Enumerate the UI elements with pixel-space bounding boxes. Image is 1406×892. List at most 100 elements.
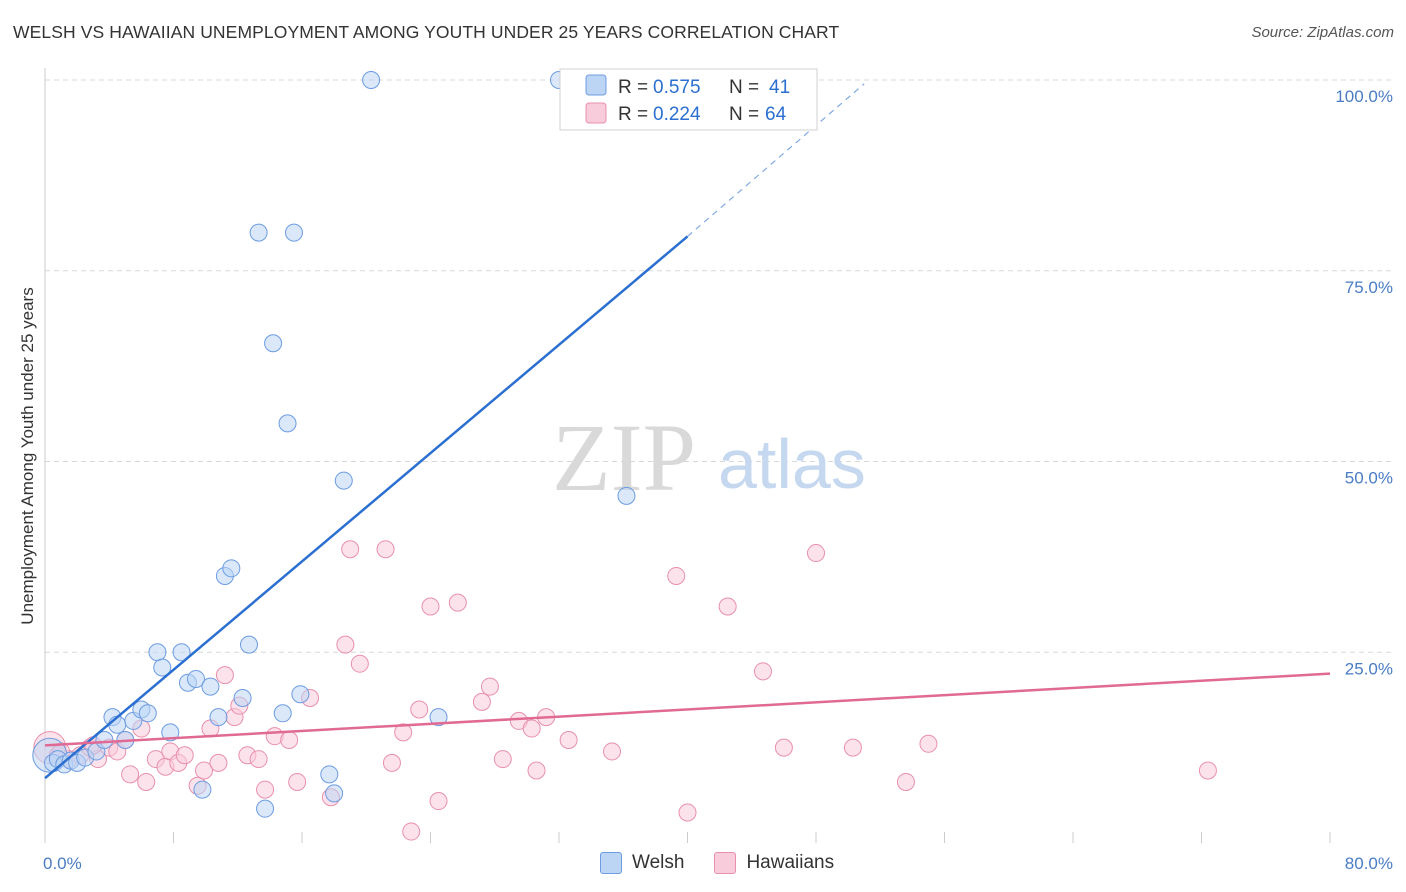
y-tick-label: 100.0% <box>1335 87 1393 106</box>
legend-item-hawaiians: Hawaiians <box>714 852 834 874</box>
hawaiians-point <box>603 742 622 761</box>
hawaiians-points <box>33 540 1217 841</box>
welsh-point <box>249 223 268 242</box>
legend-welsh-n-label: N = <box>729 77 759 98</box>
hawaiians-swatch <box>714 852 737 874</box>
welsh-swatch <box>600 852 622 874</box>
y-tick-label: 25.0% <box>1345 659 1393 678</box>
legend-hawaiians-n-label: N = <box>729 104 759 125</box>
welsh-point <box>284 223 303 242</box>
hawaiians-point <box>480 677 499 696</box>
hawaiians-point <box>382 753 401 772</box>
welsh-point <box>233 689 252 708</box>
hawaiians-point <box>336 635 355 654</box>
hawaiians-point <box>402 822 421 841</box>
welsh-trend-line <box>44 235 689 780</box>
hawaiians-point <box>774 738 793 757</box>
hawaiians-point <box>249 750 268 769</box>
hawaiians-point <box>121 765 140 784</box>
welsh-point <box>264 334 283 353</box>
gridlines <box>45 79 1395 653</box>
chart-title: WELSH VS HAWAIIAN UNEMPLOYMENT AMONG YOU… <box>13 22 840 42</box>
hawaiians-point <box>493 750 512 769</box>
welsh-point <box>278 414 297 433</box>
legend-item-welsh: Welsh <box>600 852 684 874</box>
hawaiians-point <box>429 792 448 811</box>
hawaiians-point <box>175 746 194 765</box>
welsh-points <box>32 71 636 818</box>
hawaiians-point <box>410 700 429 719</box>
welsh-point <box>161 723 180 742</box>
hawaiians-point <box>215 666 234 685</box>
hawaiians-point <box>394 723 413 742</box>
hawaiians-point <box>527 761 546 780</box>
hawaiians-point <box>448 593 467 612</box>
series-legend: Welsh Hawaiians <box>600 852 864 874</box>
trend-lines <box>44 83 1331 780</box>
hawaiians-point <box>559 730 578 749</box>
hawaiians-point <box>472 692 491 711</box>
hawaiians-point <box>256 780 275 799</box>
hawaiians-point <box>288 772 307 791</box>
legend-hawaiians-r-value: 0.224 <box>653 104 701 125</box>
y-axis-label: Unemployment Among Youth under 25 years <box>18 287 37 624</box>
welsh-point <box>201 677 220 696</box>
legend-hawaiians-swatch <box>585 102 607 124</box>
hawaiians-point <box>667 566 686 585</box>
legend-welsh-r-value: 0.575 <box>653 77 701 98</box>
welsh-point <box>334 471 353 490</box>
welsh-point <box>291 685 310 704</box>
hawaiians-point <box>376 540 395 559</box>
welsh-point <box>153 658 172 677</box>
legend-welsh-r-label: R = <box>618 77 648 98</box>
welsh-point <box>273 704 292 723</box>
hawaiians-point <box>753 662 772 681</box>
correlation-legend: R = 0.575 N = 41 R = 0.224 N = 64 <box>559 68 818 131</box>
hawaiians-point <box>341 540 360 559</box>
hawaiians-trend-line <box>44 672 1331 747</box>
hawaiians-point <box>919 734 938 753</box>
hawaiians-point <box>137 772 156 791</box>
welsh-point <box>193 780 212 799</box>
welsh-trend-extension <box>687 83 865 237</box>
source-label: Source: ZipAtlas.com <box>1251 24 1394 41</box>
hawaiians-point <box>718 597 737 616</box>
welsh-point <box>617 486 636 505</box>
hawaiians-point <box>807 544 825 563</box>
hawaiians-point <box>350 654 369 673</box>
hawaiians-point <box>209 753 228 772</box>
x-tick-label: 0.0% <box>43 854 82 873</box>
tick-labels: 25.0% 50.0% 75.0% 100.0% 0.0% 80.0% <box>43 87 1393 873</box>
welsh-point <box>148 643 167 662</box>
legend-welsh-label: Welsh <box>632 852 685 873</box>
welsh-point <box>172 643 191 662</box>
hawaiians-point <box>280 730 299 749</box>
welsh-point <box>95 730 114 749</box>
legend-hawaiians-n-value: 64 <box>765 104 787 125</box>
welsh-point <box>429 708 448 727</box>
legend-welsh-n-value: 41 <box>769 77 790 98</box>
welsh-point <box>222 559 241 578</box>
x-tick-label: 80.0% <box>1345 854 1393 873</box>
hawaiians-point <box>896 772 915 791</box>
welsh-point <box>320 765 339 784</box>
welsh-point <box>325 784 344 803</box>
hawaiians-point <box>1198 761 1217 780</box>
welsh-point <box>256 799 275 818</box>
welsh-point <box>209 708 228 727</box>
y-tick-label: 75.0% <box>1345 278 1393 297</box>
axes <box>44 68 1331 843</box>
welsh-point <box>362 71 381 89</box>
hawaiians-point <box>843 738 862 757</box>
y-tick-label: 50.0% <box>1345 469 1393 488</box>
hawaiians-point <box>522 719 541 738</box>
legend-hawaiians-r-label: R = <box>618 104 648 125</box>
watermark-atlas: atlas <box>718 425 866 503</box>
hawaiians-point <box>678 803 697 822</box>
legend-welsh-swatch <box>585 74 607 96</box>
hawaiians-point <box>195 761 214 780</box>
welsh-point <box>186 669 205 688</box>
hawaiians-point <box>421 597 440 616</box>
welsh-point <box>239 635 258 654</box>
